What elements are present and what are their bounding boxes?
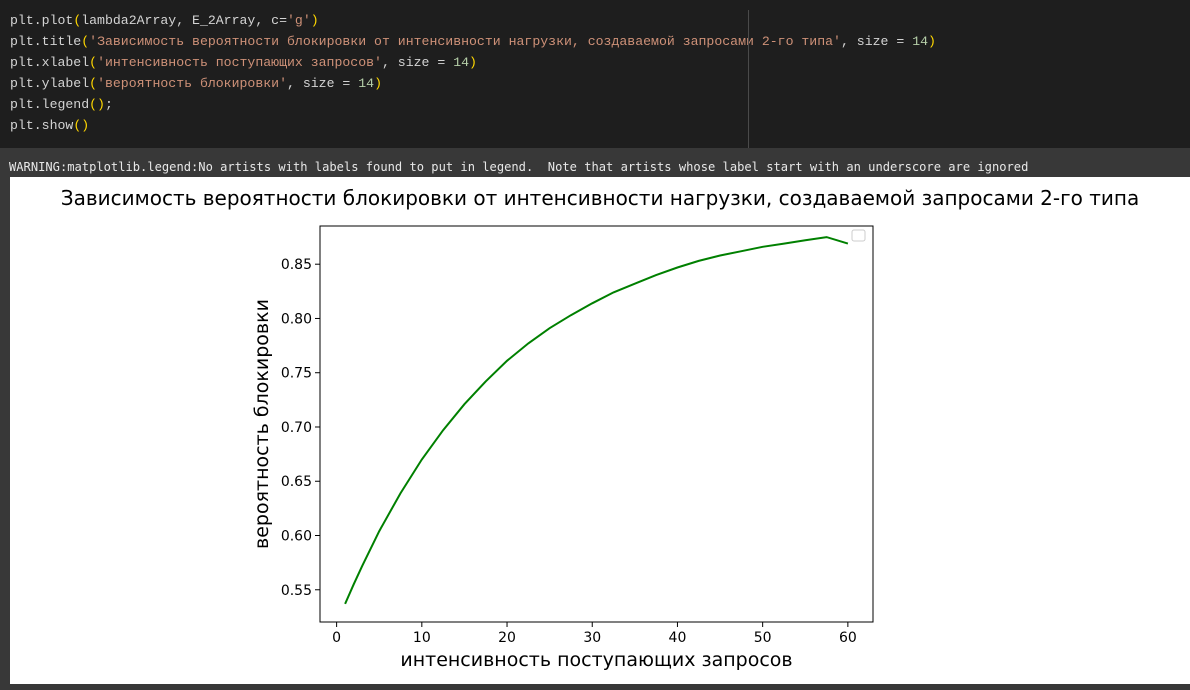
editor-ruler	[748, 10, 749, 148]
code-token: lambda2Array, E_2Array, c=	[81, 13, 287, 28]
code-token: 'g'	[287, 13, 311, 28]
legend-box	[851, 229, 866, 242]
code-token: )	[928, 34, 936, 49]
code-token: )	[469, 55, 477, 70]
code-token: plt.legend	[10, 97, 90, 112]
y-tick-label: 0.60	[281, 529, 312, 545]
code-token: 14	[912, 34, 929, 49]
code-token: plt.title	[10, 34, 82, 49]
code-cell[interactable]: plt.plot(lambda2Array, E_2Array, c='g') p…	[0, 0, 1190, 148]
code-token: plt.ylabel	[10, 76, 90, 91]
code-line[interactable]: plt.xlabel('интенсивность поступающих за…	[10, 52, 936, 73]
y-tick-label: 0.85	[281, 257, 312, 273]
x-tick-label: 10	[413, 630, 431, 646]
code-token: plt.plot	[10, 13, 74, 28]
code-token: 'Зависимость вероятности блокировки от и…	[89, 34, 841, 49]
x-tick-label: 20	[498, 630, 516, 646]
chart-figure: Зависимость вероятности блокировки от ин…	[10, 177, 1190, 684]
y-tick-label: 0.75	[281, 366, 312, 382]
plot-frame	[319, 225, 874, 623]
y-tick-label: 0.80	[281, 311, 312, 327]
chart-title: Зависимость вероятности блокировки от ин…	[61, 186, 1139, 210]
x-tick-label: 30	[583, 630, 601, 646]
y-tick-label: 0.65	[281, 474, 312, 490]
y-tick-label: 0.70	[281, 420, 312, 436]
cell-output: WARNING:matplotlib.legend:No artists wit…	[0, 148, 1190, 690]
warning-message: WARNING:matplotlib.legend:No artists wit…	[9, 160, 1029, 174]
code-token: (	[81, 34, 90, 49]
code-token: ()	[89, 97, 105, 112]
code-token: plt.show	[10, 118, 74, 133]
code-token: 'вероятность блокировки'	[97, 76, 287, 91]
code-token: plt.xlabel	[10, 55, 90, 70]
code-token: (	[73, 13, 82, 28]
y-tick-label: 0.55	[281, 583, 312, 599]
y-axis-label: вероятность блокировки	[251, 299, 273, 549]
code-token: 14	[358, 76, 375, 91]
code-token: 14	[453, 55, 470, 70]
x-axis-label: интенсивность поступающих запросов	[400, 649, 792, 671]
code-token: ()	[73, 118, 90, 133]
line-chart: Зависимость вероятности блокировки от ин…	[61, 186, 1139, 671]
code-token: )	[310, 13, 319, 28]
code-token: (	[89, 76, 98, 91]
code-line[interactable]: plt.plot(lambda2Array, E_2Array, c='g')	[10, 10, 936, 31]
code-token: ;	[104, 97, 113, 112]
code-token: , size =	[287, 76, 359, 91]
series-line	[344, 236, 849, 605]
code-token: , size =	[381, 55, 454, 70]
code-line[interactable]: plt.ylabel('вероятность блокировки', siz…	[10, 73, 936, 94]
code-line[interactable]: plt.show()	[10, 115, 936, 136]
code-token: , size =	[840, 34, 913, 49]
code-editor[interactable]: plt.plot(lambda2Array, E_2Array, c='g') p…	[10, 10, 936, 136]
code-token: 'интенсивность поступающих запросов'	[97, 55, 382, 70]
code-line[interactable]: plt.legend();	[10, 94, 936, 115]
x-tick-label: 50	[754, 630, 772, 646]
x-tick-label: 60	[839, 630, 857, 646]
code-token: (	[89, 55, 98, 70]
x-tick-label: 0	[332, 630, 341, 646]
code-token: )	[374, 76, 382, 91]
code-line[interactable]: plt.title('Зависимость вероятности блоки…	[10, 31, 936, 52]
x-tick-label: 40	[669, 630, 687, 646]
